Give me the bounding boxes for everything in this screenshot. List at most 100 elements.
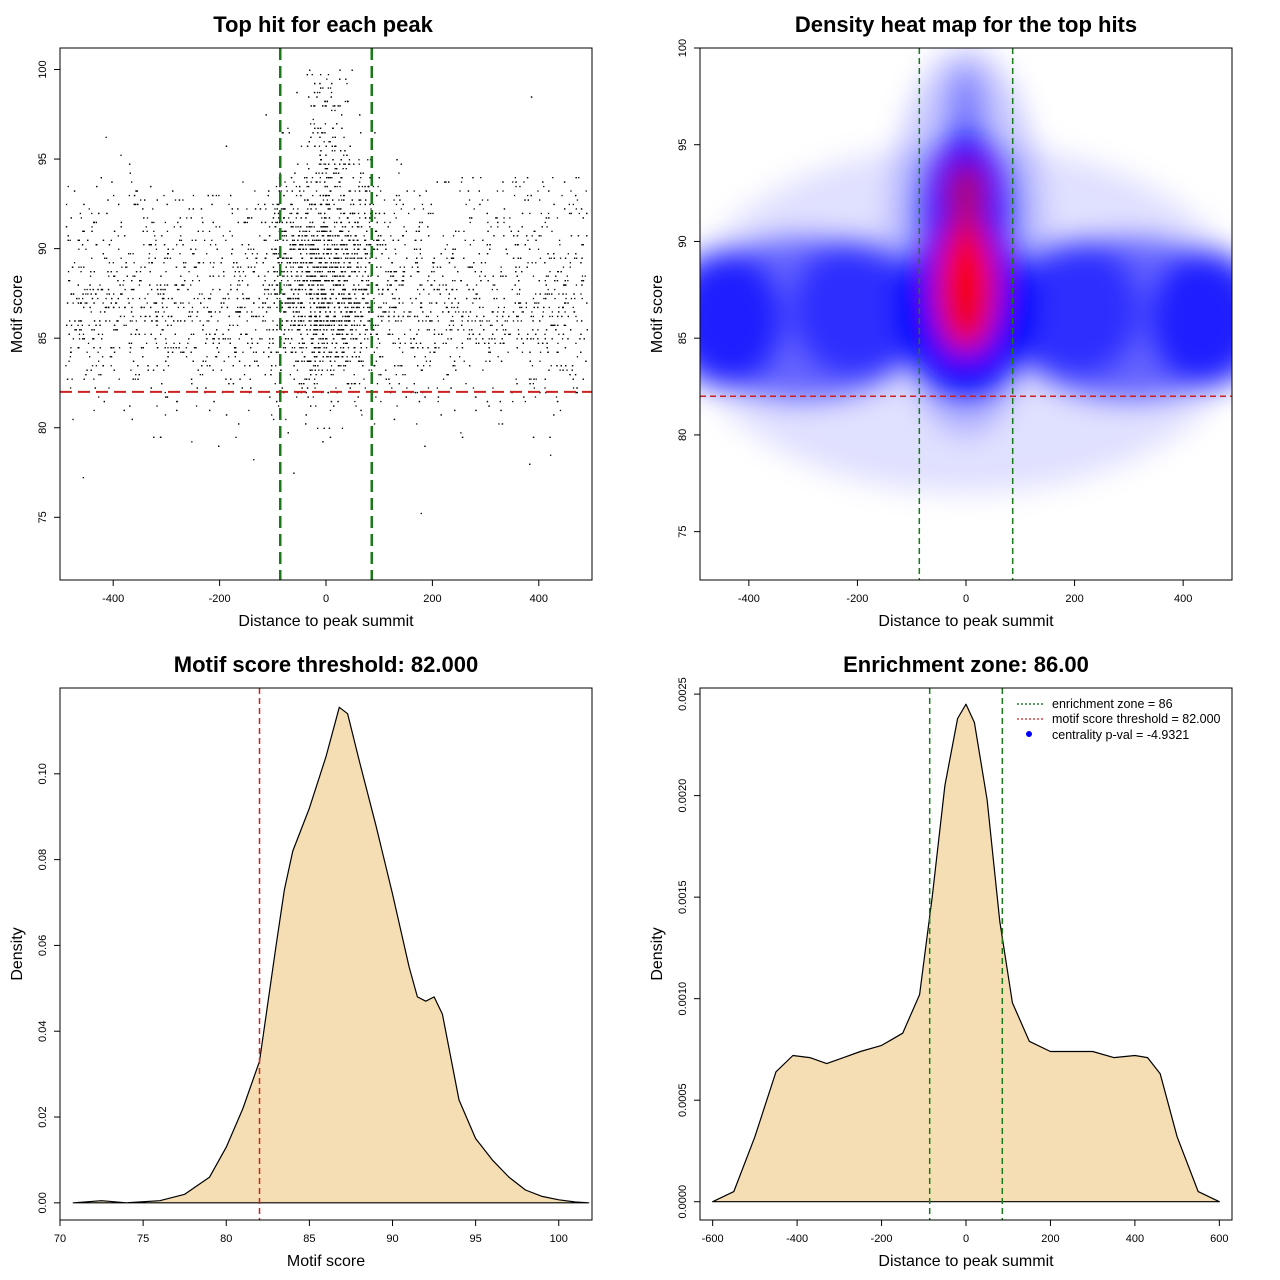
scatter-point xyxy=(316,181,318,183)
scatter-point xyxy=(542,311,544,313)
scatter-point xyxy=(129,163,131,165)
scatter-point xyxy=(79,320,81,322)
scatter-point xyxy=(387,280,389,282)
scatter-point xyxy=(433,288,435,291)
scatter-point xyxy=(302,347,304,349)
scatter-point xyxy=(483,329,485,331)
scatter-point xyxy=(156,320,159,322)
scatter-point xyxy=(69,320,71,322)
scatter-point xyxy=(268,226,271,228)
scatter-point xyxy=(170,347,172,349)
scatter-point xyxy=(488,405,490,407)
scatter-point xyxy=(167,351,169,353)
scatter-point xyxy=(269,306,271,309)
scatter-point xyxy=(219,288,221,291)
scatter-point xyxy=(342,329,345,331)
scatter-point xyxy=(162,288,164,291)
scatter-point xyxy=(304,315,306,318)
scatter-point xyxy=(354,190,356,192)
scatter-point xyxy=(264,275,266,277)
scatter-point xyxy=(449,356,451,358)
scatter-point xyxy=(283,257,285,259)
scatter-point xyxy=(394,248,396,250)
scatter-point xyxy=(537,342,540,344)
scatter-point xyxy=(354,221,357,224)
scatter-point xyxy=(473,297,475,300)
scatter-point xyxy=(69,356,71,358)
scatter-point xyxy=(271,284,273,286)
scatter-point xyxy=(140,266,142,268)
scatter-point xyxy=(78,266,80,268)
scatter-point xyxy=(475,338,477,340)
scatter-point xyxy=(155,315,157,318)
scatter-point xyxy=(268,342,271,344)
scatter-point xyxy=(191,320,193,322)
scatter-point xyxy=(80,217,82,219)
scatter-point xyxy=(447,338,449,340)
scatter-point xyxy=(349,387,351,389)
scatter-point xyxy=(557,324,559,326)
scatter-point xyxy=(465,203,467,206)
scatter-point xyxy=(472,302,474,304)
scatter-point xyxy=(174,199,177,201)
scatter-point xyxy=(398,383,400,385)
scatter-point xyxy=(360,132,362,134)
scatter-point xyxy=(503,297,505,300)
scatter-point xyxy=(451,329,453,331)
scatter-point xyxy=(359,257,361,259)
scatter-point xyxy=(355,329,357,331)
scatter-point xyxy=(93,271,95,273)
scatter-point xyxy=(324,168,326,170)
scatter-point xyxy=(210,311,212,313)
scatter-point xyxy=(66,324,68,326)
scatter-point xyxy=(393,271,395,273)
scatter-point xyxy=(322,230,325,232)
scatter-point xyxy=(291,190,293,192)
scatter-point xyxy=(312,194,314,197)
scatter-point xyxy=(300,383,303,385)
scatter-point xyxy=(391,306,393,309)
scatter-point xyxy=(488,351,490,353)
scatter-point xyxy=(84,288,86,291)
scatter-point xyxy=(336,333,338,335)
scatter-point xyxy=(327,302,329,304)
scatter-point xyxy=(354,315,356,318)
scatter-point xyxy=(409,315,411,318)
scatter-point xyxy=(450,257,453,259)
scatter-point xyxy=(564,302,566,304)
panel-top-hit-scatter: Top hit for each peak -400 -200 0 200 400 75… xyxy=(9,12,593,630)
scatter-point xyxy=(567,315,569,318)
scatter-point xyxy=(274,239,277,241)
scatter-point xyxy=(262,315,265,318)
scatter-point xyxy=(353,271,355,273)
scatter-point xyxy=(344,365,347,367)
scatter-point xyxy=(360,409,362,412)
scatter-point xyxy=(334,248,337,250)
scatter-point xyxy=(586,212,588,215)
scatter-point xyxy=(117,235,119,237)
scatter-point xyxy=(295,217,297,219)
scatter-point xyxy=(114,275,116,277)
scatter-point xyxy=(474,320,476,322)
scatter-point xyxy=(328,257,331,259)
scatter-point xyxy=(556,351,558,353)
scatter-point xyxy=(295,226,297,228)
scatter-point xyxy=(570,190,572,192)
scatter-point xyxy=(319,329,321,331)
scatter-point xyxy=(176,244,178,246)
scatter-point xyxy=(322,266,324,268)
scatter-point xyxy=(329,248,332,250)
scatter-point xyxy=(388,315,390,318)
scatter-point xyxy=(409,297,412,300)
scatter-point xyxy=(183,284,185,286)
scatter-point xyxy=(327,239,329,241)
scatter-point xyxy=(413,248,416,250)
scatter-point xyxy=(227,329,230,331)
scatter-point xyxy=(124,288,126,291)
scatter-point xyxy=(328,163,330,165)
scatter-point xyxy=(320,293,322,295)
scatter-points xyxy=(65,69,588,515)
scatter-point xyxy=(278,190,281,192)
scatter-point xyxy=(380,400,382,403)
scatter-point xyxy=(497,221,499,224)
